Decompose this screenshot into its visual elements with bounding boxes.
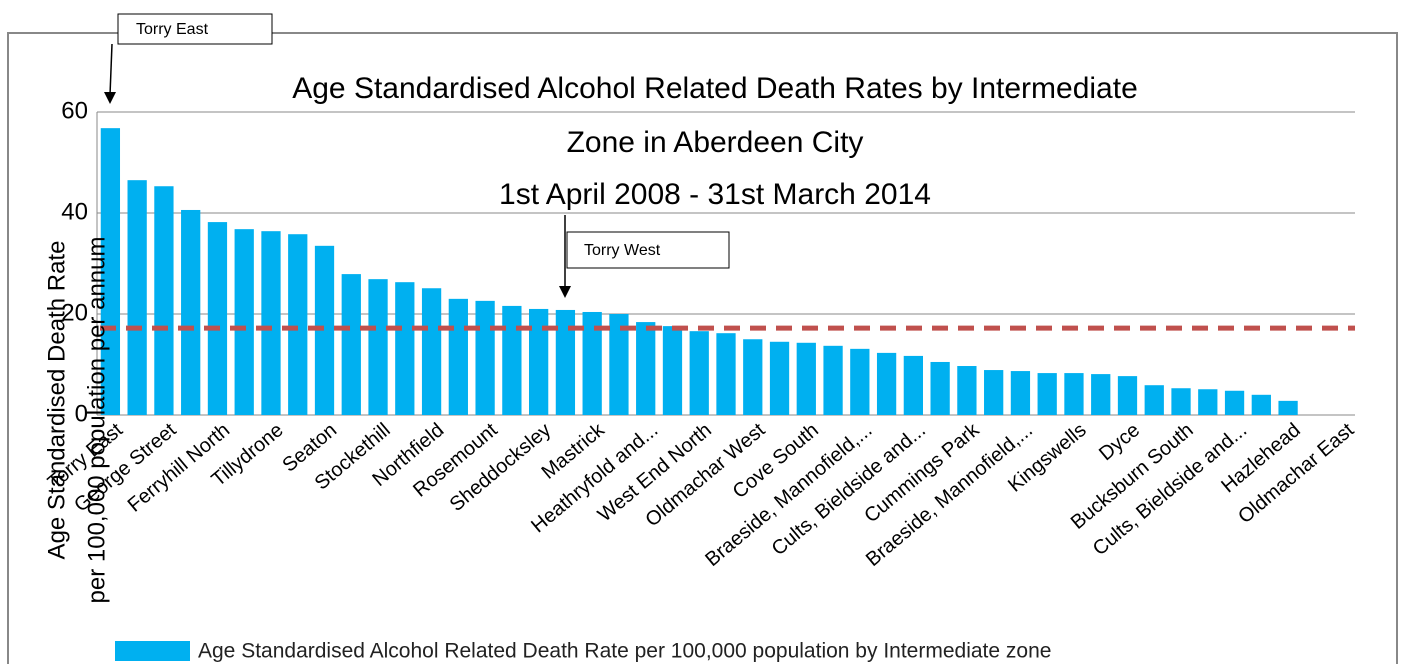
- bar: [1144, 385, 1164, 415]
- bar: [127, 180, 147, 415]
- annotation-box: [566, 231, 730, 269]
- bar: [555, 309, 576, 415]
- bar: [743, 339, 763, 415]
- bar: [234, 229, 254, 415]
- bar: [1171, 388, 1191, 415]
- title-line: Age Standardised Alcohol Related Death R…: [292, 72, 1138, 105]
- title-line: 1st April 2008 - 31st March 2014: [499, 178, 931, 211]
- y-tick-label: 0: [75, 400, 88, 427]
- bar: [1037, 373, 1057, 415]
- bar: [1064, 373, 1084, 415]
- bar: [716, 333, 736, 415]
- annotation-box: [117, 13, 273, 45]
- bar: [100, 128, 121, 415]
- bar: [689, 331, 709, 415]
- frame: [7, 32, 1398, 664]
- bar: [930, 361, 950, 415]
- bar: [1278, 400, 1298, 415]
- bar: [207, 222, 228, 415]
- bar: [903, 355, 923, 415]
- bar: [288, 234, 308, 415]
- arrowhead: [104, 92, 116, 104]
- bar: [154, 186, 174, 415]
- bar: [475, 300, 495, 415]
- bar: [1224, 390, 1245, 415]
- bar: [984, 370, 1004, 415]
- y-tick-label: 60: [61, 97, 88, 124]
- y-tick-label: 20: [61, 299, 88, 326]
- bar: [609, 314, 629, 415]
- bar: [769, 341, 790, 415]
- bar: [582, 311, 602, 415]
- annotation-arrow: [109, 43, 113, 96]
- title: Age Standardised Alcohol Related Death R…: [292, 72, 1138, 211]
- bar: [850, 348, 870, 415]
- bar: [314, 245, 335, 415]
- y-axis-title: Age Standardised Death Rate per 100,000 …: [43, 237, 110, 604]
- y-tick-label: 40: [61, 198, 88, 225]
- bar: [448, 298, 468, 415]
- y-axis-title-line: per 100,000 population per annum: [83, 237, 110, 604]
- bar: [261, 231, 281, 415]
- bar: [796, 342, 816, 415]
- title-line: Zone in Aberdeen City: [567, 126, 864, 159]
- bar: [181, 209, 201, 415]
- bar: [341, 274, 361, 415]
- bar: [1010, 371, 1031, 415]
- bar: [636, 322, 656, 415]
- bar: [957, 366, 977, 415]
- bar: [1117, 376, 1138, 415]
- y-axis-title-line: Age Standardised Death Rate: [43, 241, 70, 560]
- bar: [1198, 389, 1218, 415]
- bar: [368, 279, 388, 415]
- bar: [395, 282, 415, 415]
- legend-label: Age Standardised Alcohol Related Death R…: [198, 640, 1051, 663]
- legend-swatch: [115, 641, 190, 661]
- annotation: Torry West: [584, 242, 661, 259]
- bar: [662, 326, 683, 415]
- bar: [823, 345, 843, 415]
- bar: [876, 352, 897, 415]
- arrowhead: [559, 286, 571, 298]
- bar: [1251, 394, 1271, 415]
- bar: [529, 308, 549, 415]
- annotation: Torry East: [136, 21, 209, 38]
- bar: [421, 288, 442, 415]
- bar: [502, 305, 522, 415]
- bar: [1091, 374, 1111, 415]
